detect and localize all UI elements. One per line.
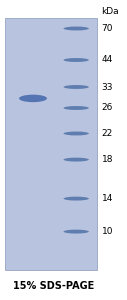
Text: kDa: kDa (102, 8, 119, 16)
Ellipse shape (64, 230, 89, 233)
Text: 14: 14 (102, 194, 113, 203)
Ellipse shape (64, 58, 89, 62)
Text: 33: 33 (102, 82, 113, 91)
Ellipse shape (64, 85, 89, 89)
Text: 10: 10 (102, 227, 113, 236)
Text: 44: 44 (102, 56, 113, 64)
Ellipse shape (64, 131, 89, 135)
Ellipse shape (64, 27, 89, 30)
Text: 70: 70 (102, 24, 113, 33)
Text: 26: 26 (102, 103, 113, 112)
Ellipse shape (64, 197, 89, 200)
Ellipse shape (19, 94, 47, 102)
Text: 22: 22 (102, 129, 113, 138)
Ellipse shape (64, 106, 89, 110)
Text: 18: 18 (102, 155, 113, 164)
Bar (5, 18, 97, 270)
Ellipse shape (64, 158, 89, 161)
Text: 15% SDS-PAGE: 15% SDS-PAGE (13, 281, 94, 291)
